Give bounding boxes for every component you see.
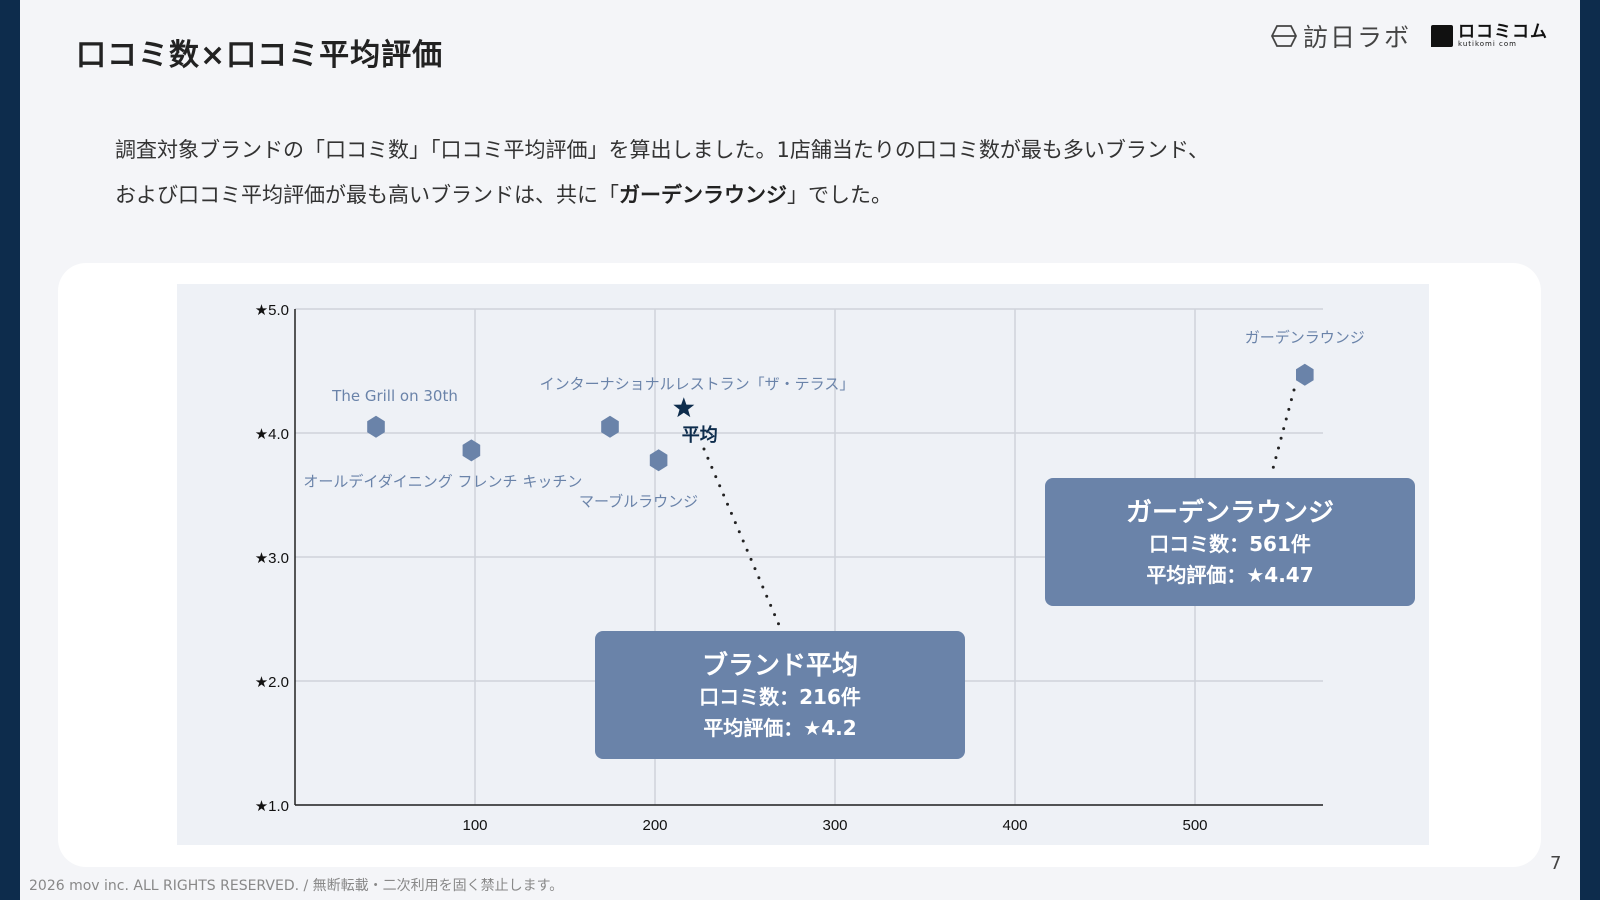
y-tick-label: ★1.0 [255,798,289,815]
description-line-1: 調査対象ブランドの「口コミ数」「口コミ平均評価」を算出しました。1店舗当たりの口… [115,138,1210,162]
description-highlight: ガーデンラウンジ [619,183,787,207]
x-tick-label: 200 [642,817,667,834]
data-point-label: インターナショナルレストラン「ザ・テラス」 [540,375,855,393]
data-point-label: ガーデンラウンジ [1245,329,1365,347]
houniti-lab-logo-text: 訪日ラボ [1302,23,1411,52]
y-tick-label: ★5.0 [255,302,289,319]
callout-title: ブランド平均 [701,651,858,681]
x-tick-label: 100 [462,817,487,834]
callout-rating: 平均評価：★4.2 [703,716,857,740]
page-title: 口コミ数×口コミ平均評価 [76,38,444,73]
left-frame-bar [0,0,20,900]
average-leader-line [702,447,781,627]
x-tick-label: 300 [822,817,847,834]
y-tick-label: ★2.0 [255,674,289,691]
data-point-hexagon [1296,363,1314,386]
callout-rating: 平均評価：★4.47 [1146,563,1314,587]
description-line-2: および口コミ平均評価が最も高いブランドは、共に「ガーデンラウンジ」でした。 [115,173,1209,218]
data-point-label: The Grill on 30th [331,387,458,405]
callout-count: 口コミ数：561件 [1149,532,1311,556]
y-tick-label: ★4.0 [255,426,289,443]
footer-copyright: 2026 mov inc. ALL RIGHTS RESERVED. / 無断転… [29,878,564,894]
data-point-hexagon [649,449,668,472]
data-point-hexagon [462,439,481,462]
data-point-hexagon [367,415,385,438]
kutikomi-com-logo: ロコミコム kutikomi com [1431,24,1548,48]
average-label: 平均 [682,424,718,446]
callout-brand-average: ブランド平均 口コミ数：216件 平均評価：★4.2 [595,631,965,759]
data-point-label: オールデイダイニング フレンチ キッチン [303,472,582,490]
x-tick-label: 400 [1002,817,1027,834]
kutikomi-logo-subtext: kutikomi com [1458,40,1517,48]
data-point-label: マーブルラウンジ [579,492,698,510]
callout-garden-lounge: ガーデンラウンジ 口コミ数：561件 平均評価：★4.47 [1045,478,1415,606]
callout-title: ガーデンラウンジ [1125,498,1334,528]
description: 調査対象ブランドの「口コミ数」「口コミ平均評価」を算出しました。1店舗当たりの口… [115,128,1209,218]
houniti-lab-hexagon-icon [1270,25,1297,47]
houniti-lab-logo: 訪日ラボ [1270,18,1411,54]
kutikomi-bubble-icon [1431,25,1453,47]
average-star-icon [673,397,695,418]
callout-count: 口コミ数：216件 [699,685,861,709]
y-tick-label: ★3.0 [255,550,289,567]
description-text: 」でした。 [787,183,892,207]
data-point-hexagon [601,415,619,438]
right-frame-bar [1580,0,1600,900]
logos: 訪日ラボ ロコミコム kutikomi com [1270,18,1548,54]
kutikomi-logo-text: ロコミコム [1458,22,1548,42]
page-number: 7 [1550,853,1562,874]
description-text: および口コミ平均評価が最も高いブランドは、共に「 [115,183,619,207]
x-tick-label: 500 [1182,817,1207,834]
